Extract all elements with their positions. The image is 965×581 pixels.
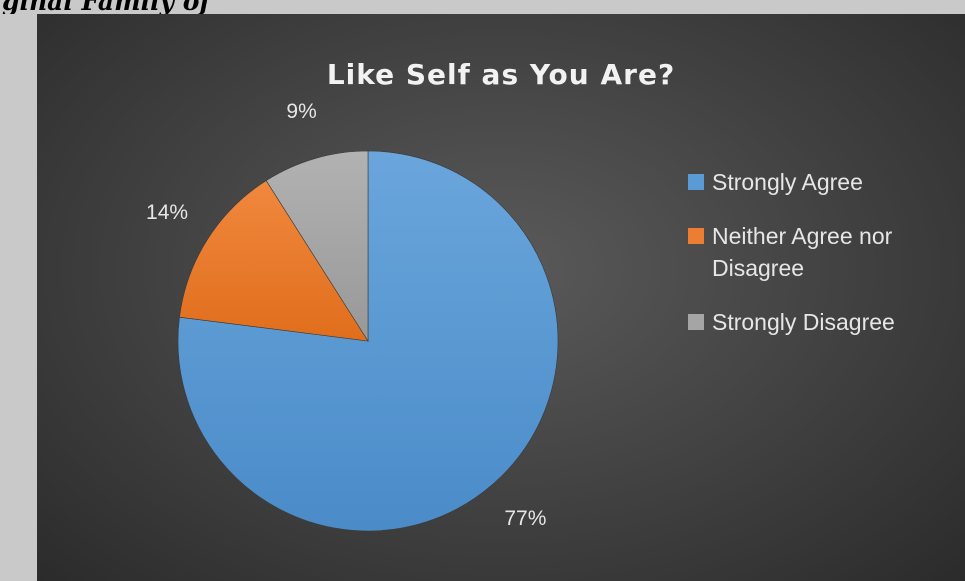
- pie-slice-neither-agree-nor-disagree: [179, 180, 369, 342]
- chart-title: Like Self as You Are?: [326, 58, 676, 91]
- legend-swatch-strongly-disagree: [688, 314, 704, 330]
- legend-swatch-strongly-agree: [688, 174, 704, 190]
- legend-label-neither-agree-nor-disagree: Neither Agree nor Disagree: [712, 223, 893, 281]
- clipped-document-heading: ginal Family of: [2, 0, 210, 14]
- pie-slices: [177, 150, 559, 532]
- legend-item-strongly-disagree: Strongly Disagree: [688, 306, 958, 338]
- pie-data-labels: 77% 14% 9%: [146, 100, 546, 530]
- data-label-neither-agree-nor-disagree: 14%: [146, 201, 188, 224]
- legend-label-strongly-disagree: Strongly Disagree: [712, 309, 895, 335]
- legend-item-strongly-agree: Strongly Agree: [688, 166, 958, 198]
- legend-label-strongly-agree: Strongly Agree: [712, 169, 863, 195]
- data-label-strongly-disagree: 9%: [286, 100, 316, 123]
- legend-swatch-neither-agree-nor-disagree: [688, 228, 704, 244]
- chart-area: Like Self as You Are? 77% 14% 9%: [37, 14, 965, 581]
- top-heading-strip: ginal Family of: [0, 0, 965, 14]
- pie-slice-strongly-disagree: [265, 150, 369, 343]
- pie-slice-strongly-agree: [177, 150, 559, 532]
- legend-item-neither-agree-nor-disagree: Neither Agree nor Disagree: [688, 220, 958, 284]
- chart-legend: Strongly Agree Neither Agree nor Disagre…: [688, 166, 958, 360]
- data-label-strongly-agree: 77%: [504, 507, 546, 530]
- pie-chart: 77% 14% 9%: [146, 100, 559, 532]
